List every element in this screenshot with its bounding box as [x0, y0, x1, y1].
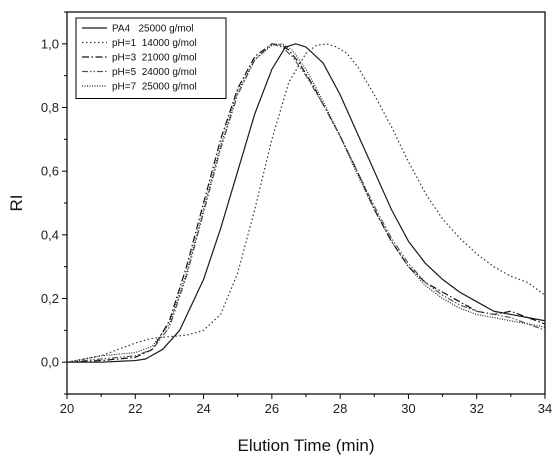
x-tick-label: 28 — [333, 401, 347, 416]
y-tick-label: 1,0 — [41, 36, 59, 51]
series-layer — [67, 43, 545, 363]
y-tick-label: 0,0 — [41, 355, 59, 370]
series-line-3 — [67, 43, 545, 363]
y-tick-label: 0,4 — [41, 227, 59, 242]
legend-label: pH=5 24000 g/mol — [112, 67, 197, 78]
legend: PA4 25000 g/mol pH=1 14000 g/mol pH=3 2100… — [75, 17, 227, 99]
x-tick-label: 24 — [196, 401, 210, 416]
legend-label: pH=7 25000 g/mol — [112, 82, 197, 93]
x-tick-label: 20 — [60, 401, 74, 416]
legend-box — [75, 17, 227, 99]
legend-label: pH=3 21000 g/mol — [112, 53, 197, 64]
x-axis-title: Elution Time (min) — [238, 436, 375, 455]
series-line-2 — [67, 43, 545, 363]
x-tick-label: 22 — [128, 401, 142, 416]
x-tick-label: 26 — [265, 401, 279, 416]
axis-layer: 20 22 24 26 28 30 32 34 0,0 0,2 0,4 0,6 0,8 1,0 — [41, 11, 552, 416]
y-axis-title: RI — [7, 195, 26, 212]
y-tick-label: 0,6 — [41, 164, 59, 179]
series-line-1 — [67, 43, 545, 363]
x-tick-label: 30 — [401, 401, 415, 416]
legend-label: pH=1 14000 g/mol — [112, 38, 197, 49]
y-tick-label: 0,8 — [41, 100, 59, 115]
x-tick-label: 32 — [469, 401, 483, 416]
series-line-4 — [67, 43, 545, 363]
y-tick-label: 0,2 — [41, 291, 59, 306]
x-tick-label: 34 — [538, 401, 552, 416]
series-line-5 — [67, 43, 545, 363]
legend-label: PA4 25000 g/mol — [112, 24, 194, 35]
